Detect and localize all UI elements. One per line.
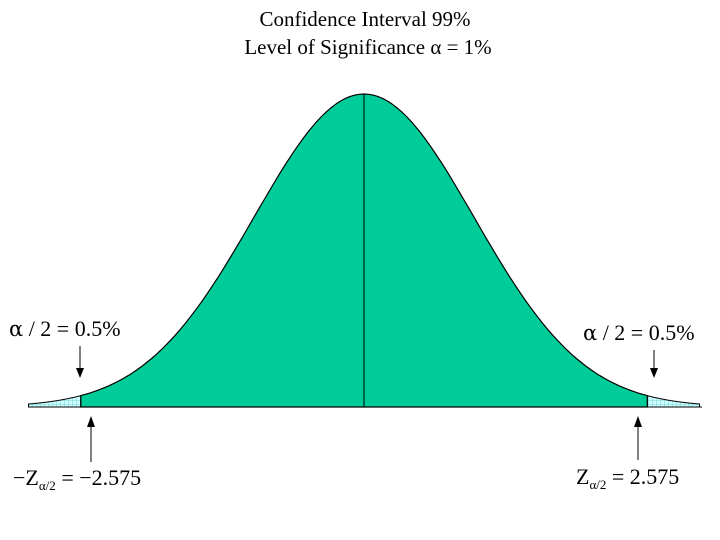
left-tail-label: α / 2 = 0.5% bbox=[9, 316, 121, 342]
right-rejection-region bbox=[646, 394, 700, 408]
alpha-symbol: α bbox=[9, 317, 24, 341]
title-significance-level: Level of Significance α = 1% bbox=[244, 35, 492, 59]
arrow-down-right bbox=[650, 350, 658, 378]
lower-critical-value: = −2.575 bbox=[55, 465, 142, 490]
lower-critical-value-label: −Zα/2 = −2.575 bbox=[13, 465, 141, 494]
z-symbol: Z bbox=[25, 465, 39, 490]
right-tail-label: α / 2 = 0.5% bbox=[583, 320, 695, 346]
upper-critical-value-label: Zα/2 = 2.575 bbox=[576, 464, 679, 493]
alpha-symbol: α bbox=[583, 321, 598, 345]
z-symbol: Z bbox=[576, 464, 590, 489]
upper-critical-value: = 2.575 bbox=[606, 464, 680, 489]
arrow-up-right bbox=[634, 416, 642, 460]
title-confidence-interval: Confidence Interval 99% bbox=[259, 7, 471, 31]
right-tail-value: / 2 = 0.5% bbox=[597, 320, 695, 345]
minus-sign: − bbox=[13, 465, 26, 490]
z-subscript: α/2 bbox=[38, 478, 56, 493]
left-rejection-region bbox=[28, 394, 82, 408]
left-tail-value: / 2 = 0.5% bbox=[23, 316, 121, 341]
arrow-up-left bbox=[87, 416, 95, 462]
arrow-down-left bbox=[76, 346, 84, 378]
z-subscript: α/2 bbox=[589, 477, 607, 492]
